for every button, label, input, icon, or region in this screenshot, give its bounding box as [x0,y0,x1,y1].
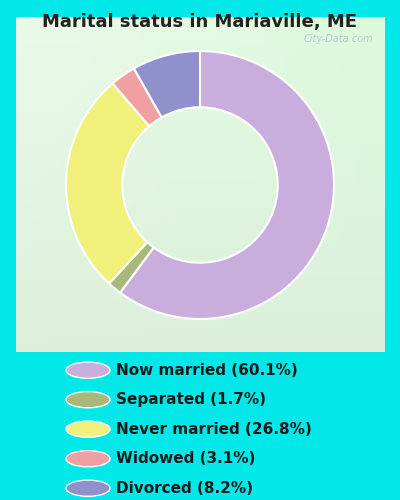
Circle shape [66,450,110,467]
Text: Never married (26.8%): Never married (26.8%) [116,422,312,436]
Wedge shape [66,84,149,283]
Wedge shape [112,68,162,126]
Wedge shape [109,242,154,292]
Circle shape [66,392,110,408]
Text: Marital status in Mariaville, ME: Marital status in Mariaville, ME [42,12,358,30]
Text: Divorced (8.2%): Divorced (8.2%) [116,480,253,496]
Circle shape [66,480,110,496]
Circle shape [66,362,110,378]
Circle shape [66,421,110,438]
Text: City-Data.com: City-Data.com [303,34,373,44]
Text: Now married (60.1%): Now married (60.1%) [116,362,298,378]
Wedge shape [134,51,200,118]
Text: Separated (1.7%): Separated (1.7%) [116,392,266,407]
Wedge shape [120,51,334,319]
Text: Widowed (3.1%): Widowed (3.1%) [116,451,255,466]
